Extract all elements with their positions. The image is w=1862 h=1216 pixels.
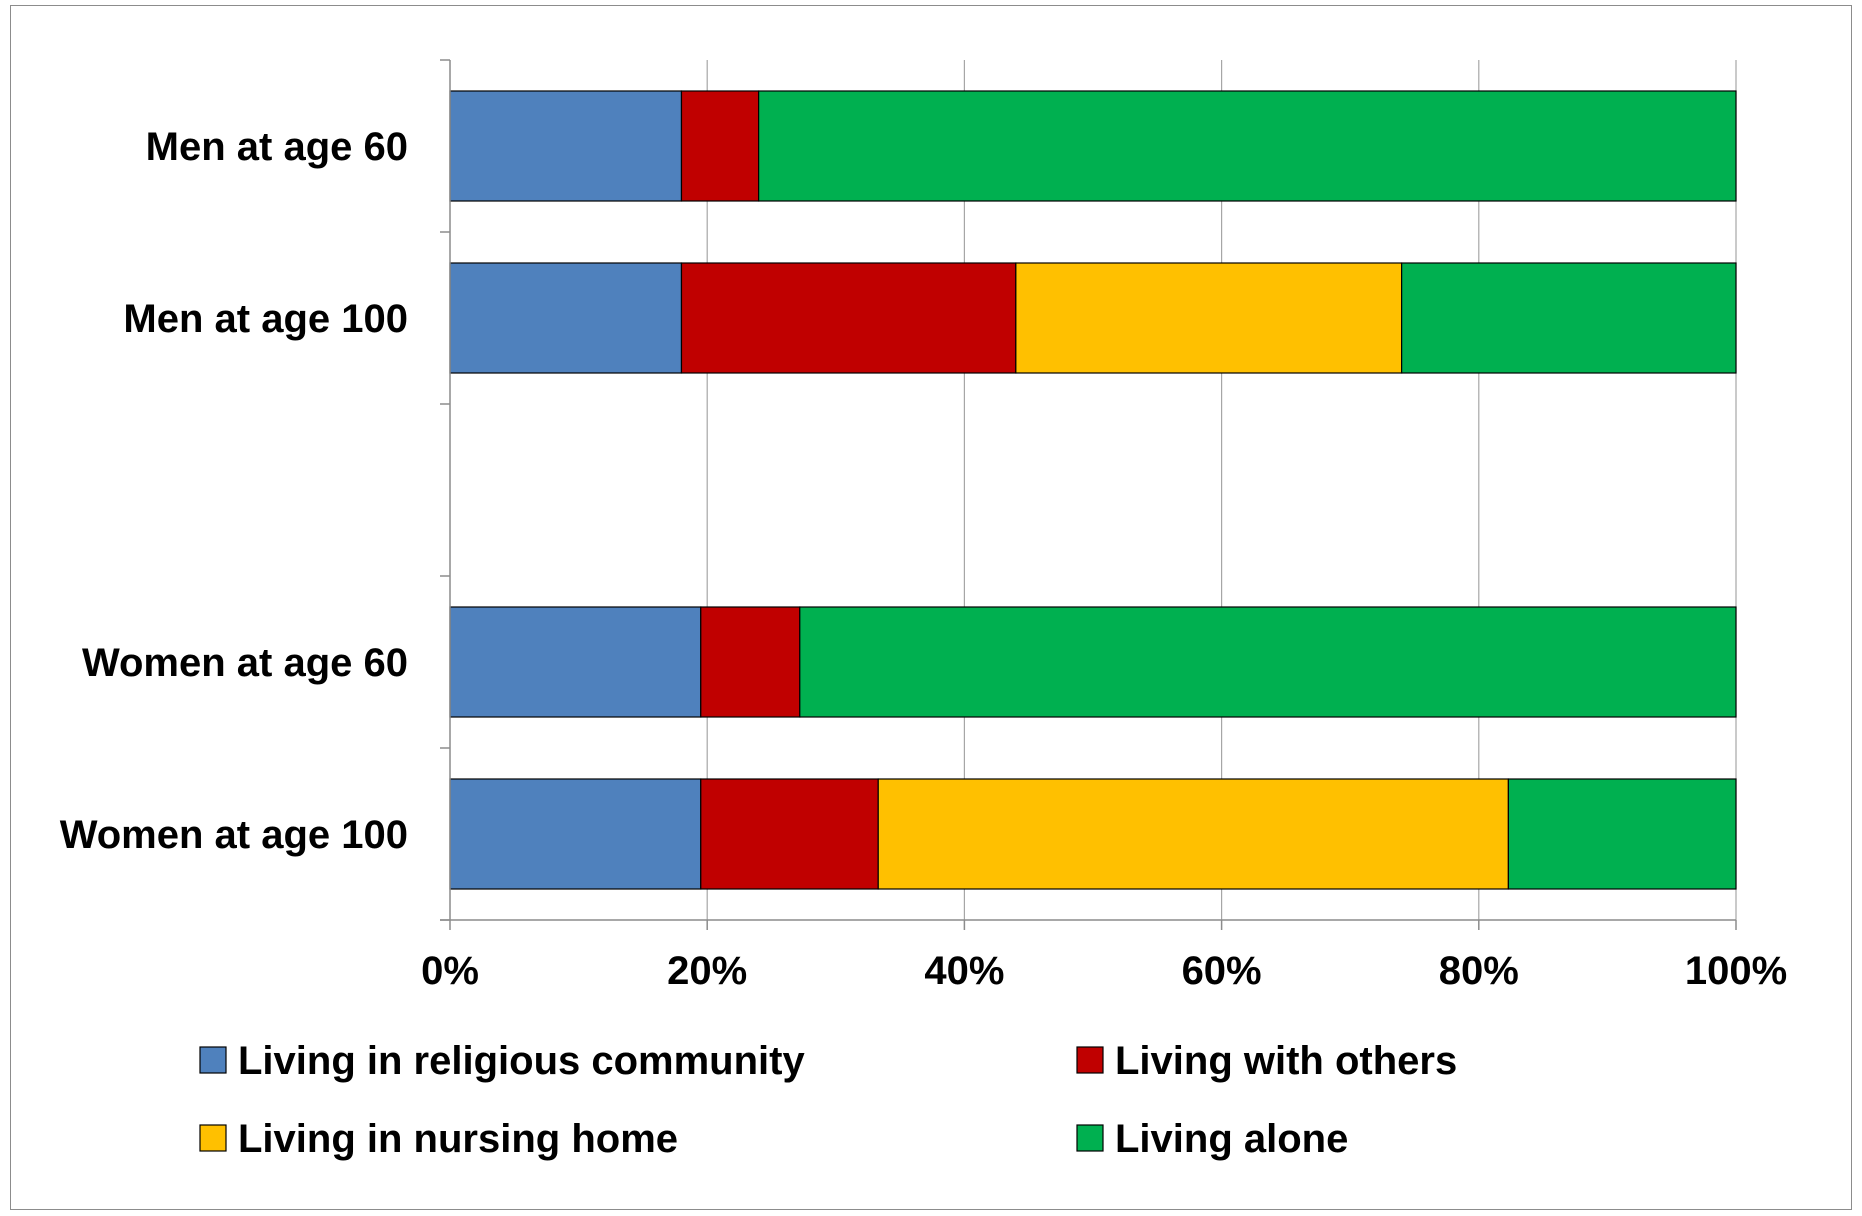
bar-segment bbox=[877, 778, 1509, 890]
legend-item: Living with others bbox=[1076, 1039, 1457, 1083]
bar-segment bbox=[449, 778, 702, 890]
category-label: Women at age 100 bbox=[60, 813, 408, 857]
bar-segment bbox=[449, 606, 702, 718]
x-tick-label: 40% bbox=[924, 949, 1004, 993]
legend-swatch bbox=[199, 1046, 227, 1074]
legend-label: Living alone bbox=[1115, 1117, 1348, 1161]
bar-segment bbox=[449, 90, 683, 202]
bar-segment bbox=[1401, 262, 1737, 374]
bar-segment bbox=[758, 90, 1737, 202]
legend: Living in religious community Living with… bbox=[199, 1039, 1457, 1161]
bars bbox=[449, 90, 1737, 890]
x-tick-label: 60% bbox=[1182, 949, 1262, 993]
bar-segment bbox=[449, 262, 683, 374]
bar-segment bbox=[680, 262, 1017, 374]
legend-swatch bbox=[1076, 1046, 1104, 1074]
legend-label: Living in religious community bbox=[238, 1039, 805, 1083]
gridlines bbox=[706, 60, 1737, 920]
legend-swatch bbox=[199, 1124, 227, 1152]
category-labels: Men at age 60 Men at age 100 Women at age … bbox=[60, 125, 408, 857]
x-tick-label: 100% bbox=[1685, 949, 1787, 993]
axes bbox=[440, 59, 1737, 930]
legend-swatch bbox=[1076, 1124, 1104, 1152]
bar-segment bbox=[700, 606, 801, 718]
legend-item: Living in religious community bbox=[199, 1039, 805, 1083]
legend-label: Living in nursing home bbox=[238, 1117, 678, 1161]
legend-item: Living in nursing home bbox=[199, 1117, 678, 1161]
x-tick-label: 0% bbox=[421, 949, 479, 993]
bar-segment bbox=[680, 90, 760, 202]
x-tick-label: 80% bbox=[1439, 949, 1519, 993]
legend-item: Living alone bbox=[1076, 1117, 1348, 1161]
bar-segment bbox=[1507, 778, 1737, 890]
category-label: Men at age 100 bbox=[123, 297, 408, 341]
bar-segment bbox=[799, 606, 1737, 718]
bar-segment bbox=[1015, 262, 1403, 374]
category-label: Women at age 60 bbox=[82, 641, 408, 685]
category-label: Men at age 60 bbox=[146, 125, 408, 169]
x-tick-label: 20% bbox=[667, 949, 747, 993]
legend-label: Living with others bbox=[1115, 1039, 1457, 1083]
tick-labels: 0% 20% 40% 60% 80% 100% bbox=[421, 949, 1787, 993]
bar-segment bbox=[700, 778, 879, 890]
